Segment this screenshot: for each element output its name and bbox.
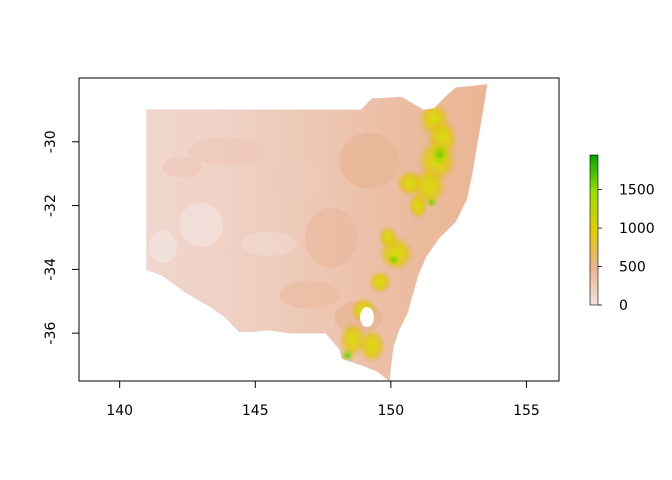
legend-tick-label: 1500	[619, 183, 655, 199]
x-tick-label: 155	[513, 403, 540, 419]
y-axis: -30 -32 -34 -36	[43, 130, 80, 345]
lake-hole	[360, 307, 374, 327]
x-axis: 140 145 150 155	[106, 380, 540, 419]
x-tick-label: 150	[377, 403, 404, 419]
legend-tick-label: 500	[619, 260, 646, 276]
state-outline	[146, 84, 488, 382]
y-tick-label: -32	[43, 194, 59, 217]
legend-tick-label: 0	[619, 298, 628, 314]
elevation-raster	[146, 84, 488, 381]
legend-colorbar	[589, 154, 599, 306]
y-tick-label: -34	[43, 258, 59, 281]
x-tick-label: 140	[106, 403, 133, 419]
color-legend: 0 500 1000 1500	[589, 154, 655, 314]
x-tick-label: 145	[242, 403, 269, 419]
y-tick-label: -30	[43, 130, 59, 153]
y-tick-label: -36	[43, 322, 59, 345]
legend-tick-label: 1000	[619, 221, 655, 237]
